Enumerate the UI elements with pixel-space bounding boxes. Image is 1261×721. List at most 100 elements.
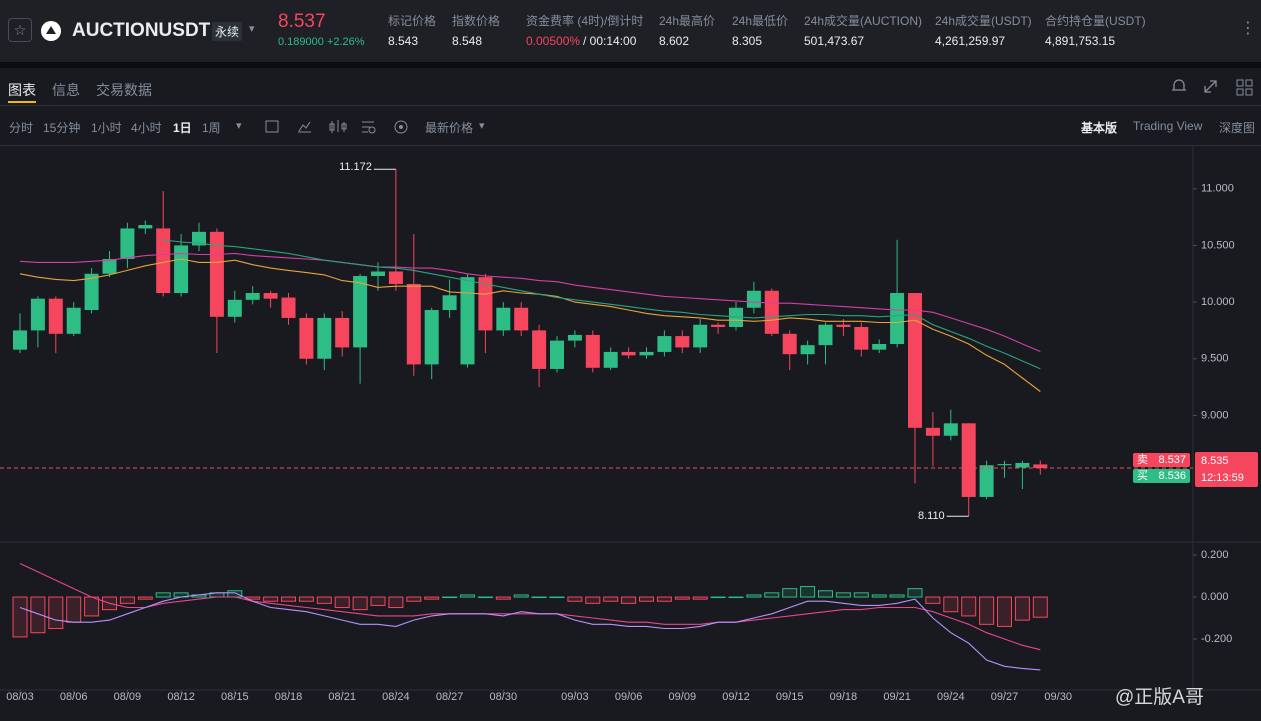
divider: [0, 145, 1261, 146]
macd-bar: [137, 596, 153, 600]
x-tick-label: 09/03: [561, 691, 589, 703]
funding-countdown: / 00:14:00: [583, 34, 637, 48]
funding-rate: 0.00500%: [526, 34, 581, 48]
symbol[interactable]: AUCTIONUSDT: [72, 20, 211, 41]
candle-body: [227, 299, 242, 317]
price-type[interactable]: 最新价格: [425, 121, 474, 135]
tool-icons[interactable]: [262, 117, 412, 137]
macd-bar: [119, 596, 135, 604]
macd-bar: [585, 596, 601, 604]
x-tick-label: 08/27: [436, 691, 464, 703]
stat-value: 501,473.67: [804, 34, 865, 48]
macd-line: [19, 563, 1041, 651]
indicator-line: [19, 252, 1041, 353]
favorite-star[interactable]: ☆: [8, 18, 32, 42]
candle-body: [567, 334, 582, 341]
macd-bar: [782, 588, 798, 598]
macd-bar: [495, 596, 511, 600]
macd-bar: [746, 594, 762, 598]
interval[interactable]: 分时: [9, 121, 34, 135]
interval[interactable]: 1小时: [91, 121, 122, 135]
candle-body: [442, 295, 457, 311]
bid-price: 8.536: [1158, 470, 1186, 482]
interval[interactable]: 1周: [202, 121, 221, 135]
macd-bar: [1014, 596, 1030, 621]
tab[interactable]: 信息: [52, 82, 80, 98]
macd-bar: [639, 596, 654, 602]
candle-body: [13, 330, 27, 350]
stat-label: 24h成交量(AUCTION): [804, 14, 923, 28]
stat-label: 合约持仓量(USDT): [1045, 14, 1146, 28]
x-tick-label: 08/03: [6, 691, 34, 703]
candle-body: [245, 293, 260, 300]
macd-bar: [710, 596, 726, 599]
stat-label: 指数价格: [452, 14, 501, 28]
chart: 11.000 10.500 10.000 9.500 9.000 0.200 0.000 -0…: [0, 146, 1261, 721]
ask-price: 8.537: [1158, 454, 1186, 466]
price-tag-countdown: 12:13:59: [1201, 472, 1244, 484]
x-tick-label: 08/12: [167, 691, 195, 703]
macd-bar: [549, 596, 565, 599]
ticker-bar: ☆ AUCTIONUSDT 永续 ▾ 8.537 0.189000 +2.26%…: [0, 0, 1261, 62]
view-option[interactable]: 基本版: [1081, 121, 1118, 135]
x-tick-label: 09/27: [991, 691, 1019, 703]
candle-body: [299, 317, 314, 359]
candle-body: [585, 334, 600, 368]
candle-body: [388, 271, 403, 284]
view-option[interactable]: Trading View: [1133, 119, 1203, 133]
macd-bar: [692, 596, 708, 600]
symbol-dropdown[interactable]: ▾: [249, 23, 255, 35]
candle-body: [621, 351, 636, 356]
ask-tag: [1133, 453, 1190, 468]
price-tag: [1195, 452, 1258, 488]
candle-body: [1033, 464, 1048, 469]
change-pct: +2.26%: [326, 36, 365, 48]
ask-label: 卖: [1137, 453, 1148, 466]
annotation: 8.110: [918, 510, 945, 522]
candle-body: [138, 225, 153, 229]
stat-value: 4,891,753.15: [1045, 34, 1116, 48]
macd-bar: [513, 594, 529, 598]
y-tick-label: 11.000: [1201, 183, 1234, 195]
candle-body: [48, 298, 63, 334]
macd-bar: [835, 592, 851, 598]
macd-bar: [674, 596, 690, 600]
y-tick-label: 9.000: [1201, 409, 1229, 421]
candle-body: [174, 245, 189, 294]
macd-bar: [567, 596, 583, 602]
x-tick-label: 08/21: [328, 691, 356, 703]
interval-dropdown[interactable]: ▾: [236, 120, 242, 132]
change-abs: 0.189000: [278, 36, 324, 48]
price-type-caret[interactable]: ▾: [479, 120, 485, 132]
macd-bar: [442, 596, 458, 599]
more-menu[interactable]: ⋮: [1240, 20, 1256, 37]
contract-badge: 永续: [212, 22, 243, 41]
macd-bar: [818, 590, 833, 598]
view-option[interactable]: 深度图: [1219, 121, 1256, 135]
panel-icons[interactable]: [1170, 77, 1260, 97]
candle-body: [693, 324, 708, 348]
macd-bar: [388, 596, 404, 609]
interval[interactable]: 15分钟: [43, 121, 81, 135]
candle-body: [66, 307, 81, 334]
candle-body: [532, 330, 547, 369]
interval[interactable]: 1日: [173, 121, 192, 135]
macd-bar: [889, 594, 905, 598]
candle-body: [209, 231, 224, 317]
candle-body: [639, 351, 654, 356]
candle-body: [192, 231, 206, 246]
stat-value: 4,261,259.97: [935, 34, 1006, 48]
macd-bar: [621, 596, 637, 604]
candle-body: [961, 423, 976, 497]
y-tick-label: 0.200: [1201, 549, 1229, 561]
tab[interactable]: 图表: [8, 82, 36, 98]
macd-bar: [853, 592, 869, 598]
macd-bar: [66, 596, 82, 623]
candle-body: [120, 228, 135, 260]
candle-body: [782, 333, 797, 355]
interval[interactable]: 4小时: [131, 121, 162, 135]
macd-bar: [227, 590, 243, 598]
tab[interactable]: 交易数据: [96, 82, 152, 98]
macd-bar: [460, 594, 475, 598]
candle-body: [550, 340, 564, 369]
